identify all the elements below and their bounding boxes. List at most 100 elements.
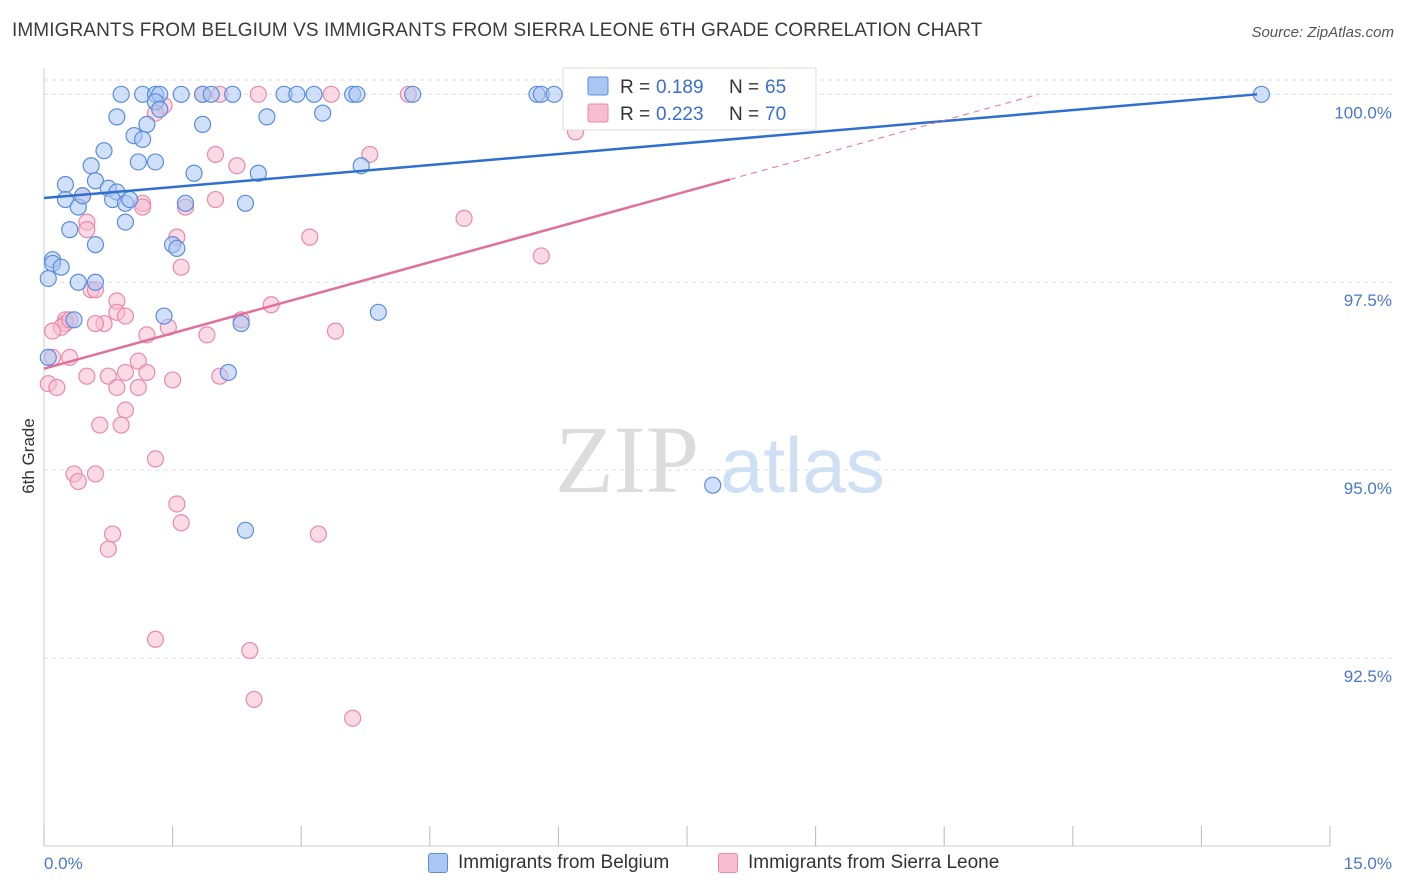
sierra-leone-point <box>344 709 362 727</box>
belgium-point <box>288 85 306 103</box>
belgium-point <box>151 100 169 118</box>
y-axis-label: 6th Grade <box>19 418 38 494</box>
belgium-point <box>194 115 212 133</box>
sierra-leone-trend-line-extension <box>729 93 1039 180</box>
belgium-point <box>258 108 276 126</box>
sierra-leone-point <box>86 314 105 333</box>
belgium-point <box>39 269 57 288</box>
sierra-leone-point <box>91 416 109 434</box>
watermark: ZIP atlas <box>555 406 885 513</box>
sierra-leone-point <box>241 641 259 660</box>
sierra-leone-point <box>206 145 225 164</box>
legend-r-label-sierra-leone: R = <box>620 104 650 125</box>
sierra-leone-point <box>206 190 225 209</box>
sierra-leone-point <box>172 514 190 532</box>
belgium-point <box>129 153 147 171</box>
belgium-point <box>61 221 79 239</box>
belgium-point <box>219 363 237 382</box>
belgium-point <box>236 521 255 539</box>
chart-title: IMMIGRANTS FROM BELGIUM VS IMMIGRANTS FR… <box>12 20 983 41</box>
sierra-leone-point <box>133 198 152 216</box>
sierra-leone-point <box>168 495 186 513</box>
belgium-point <box>65 311 83 329</box>
sierra-leone-point <box>48 378 66 397</box>
series-swatch-sierra-leone <box>718 853 738 873</box>
belgium-point <box>121 190 139 209</box>
y-tick-labels: 100.0% 97.5% 95.0% 92.5% <box>1334 103 1392 686</box>
belgium-point <box>108 108 126 126</box>
sierra-leone-point <box>86 465 105 483</box>
sierra-leone-point <box>138 363 156 382</box>
sierra-leone-point <box>103 525 122 543</box>
belgium-point <box>172 85 190 103</box>
stats-legend: R = 0.189 N = 65 R = 0.223 N = 70 <box>562 67 817 131</box>
watermark-atlas: atlas <box>720 421 885 509</box>
y-tick-label: 97.5% <box>1344 291 1392 310</box>
belgium-point <box>112 85 130 103</box>
sierra-leone-point <box>532 247 550 265</box>
belgium-point <box>39 348 57 367</box>
belgium-point <box>138 115 156 133</box>
y-tick-label: 92.5% <box>1344 667 1392 686</box>
sierra-leone-trend-line <box>43 178 731 370</box>
chart-source: Source: ZipAtlas.com <box>1251 24 1394 41</box>
sierra-leone-point <box>455 209 473 227</box>
watermark-zip: ZIP <box>555 406 699 513</box>
sierra-leone-point <box>43 322 62 340</box>
sierra-leone-point <box>116 401 135 419</box>
belgium-point <box>236 194 255 212</box>
belgium-point <box>545 85 563 103</box>
sierra-leone-point <box>172 258 190 276</box>
sierra-leone-point <box>301 228 319 246</box>
belgium-point <box>56 175 75 194</box>
belgium-point <box>52 258 70 276</box>
belgium-point <box>168 239 186 258</box>
belgium-point <box>155 307 173 325</box>
sierra-leone-point <box>245 690 263 709</box>
belgium-point <box>133 130 152 149</box>
series-legend-sierra-leone[interactable]: Immigrants from Sierra Leone <box>718 852 999 874</box>
belgium-point <box>369 303 387 321</box>
x-ticks <box>43 826 1331 846</box>
sierra-leone-point <box>146 630 165 648</box>
sierra-leone-point <box>78 367 96 385</box>
series-legend-label-belgium: Immigrants from Belgium <box>458 852 670 873</box>
legend-n-label-belgium: N = <box>729 77 759 98</box>
sierra-leone-point <box>146 450 165 468</box>
y-tick-label: 100.0% <box>1334 103 1392 122</box>
belgium-point <box>305 85 323 103</box>
sierra-leone-point <box>116 363 135 382</box>
belgium-point <box>116 213 135 231</box>
belgium-point <box>224 85 242 103</box>
legend-r-value-belgium: 0.189 <box>656 77 704 98</box>
sierra-leone-point <box>78 221 96 239</box>
belgium-point <box>176 194 195 212</box>
belgium-point <box>95 142 113 160</box>
sierra-leone-point <box>116 307 135 325</box>
sierra-leone-point <box>198 326 216 344</box>
trend-lines <box>43 93 1258 370</box>
belgium-point <box>69 273 87 291</box>
belgium-point <box>249 164 267 182</box>
belgium-point <box>82 157 100 175</box>
sierra-leone-point <box>112 416 130 434</box>
y-tick-label: 95.0% <box>1344 479 1392 498</box>
legend-n-value-sierra-leone: 70 <box>765 104 786 125</box>
belgium-point <box>202 85 220 103</box>
sierra-leone-point <box>326 322 345 340</box>
sierra-leone-points <box>39 85 585 727</box>
legend-r-value-sierra-leone: 0.223 <box>656 104 704 125</box>
legend-r-label-belgium: R = <box>620 77 650 98</box>
sierra-leone-point <box>322 85 340 103</box>
belgium-point <box>185 164 203 182</box>
series-legend-belgium[interactable]: Immigrants from Belgium <box>428 852 669 874</box>
belgium-trend-line <box>43 93 1258 200</box>
belgium-point <box>314 104 332 122</box>
belgium-point <box>86 236 105 254</box>
belgium-point <box>86 172 105 190</box>
legend-swatch-belgium <box>587 76 609 96</box>
legend-swatch-sierra-leone <box>587 103 609 123</box>
belgium-point <box>146 153 165 171</box>
belgium-point <box>86 273 105 291</box>
sierra-leone-point <box>69 472 87 491</box>
